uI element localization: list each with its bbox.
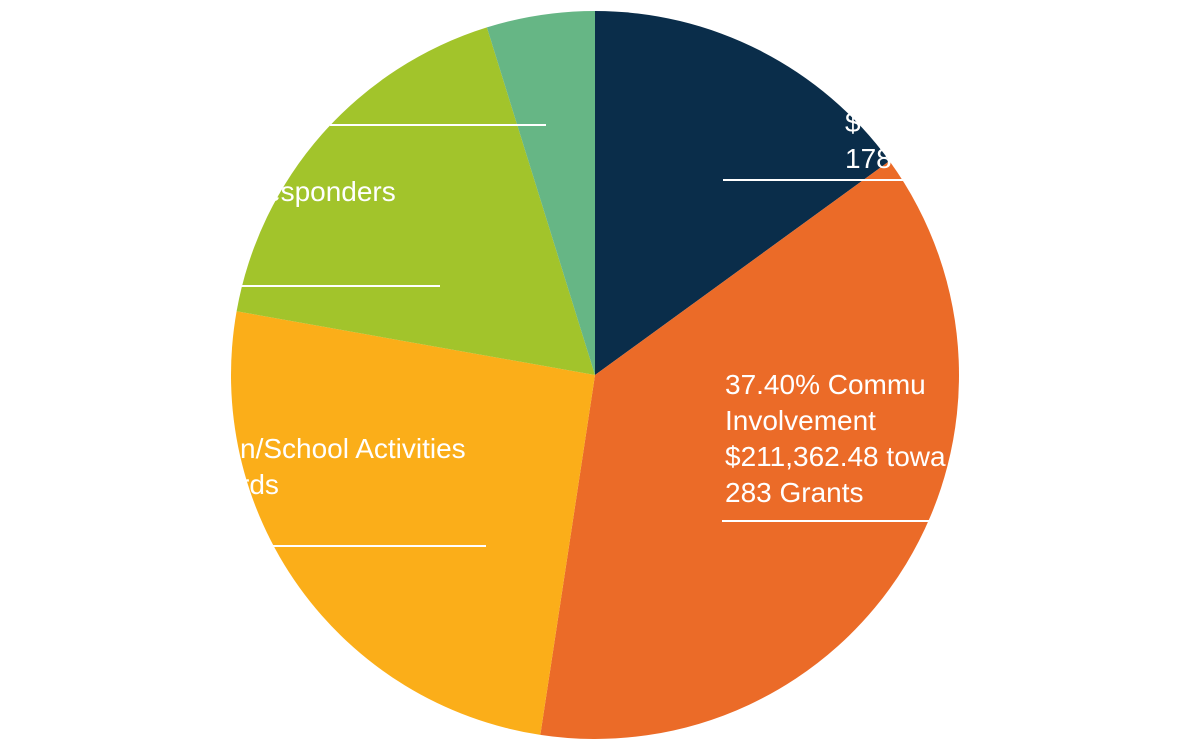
label-rules: [240, 124, 930, 547]
slice-label-1-line-2: $211,362.48 towa: [725, 441, 946, 472]
pie-slice-1: [540, 161, 959, 740]
pie-slice-0: [595, 11, 890, 375]
slice-label-0-line-1: 178: [845, 143, 892, 174]
slice-label-1-line-0: 37.40% Commu: [725, 369, 926, 400]
pie-slice-4: [486, 11, 595, 375]
slice-label-1-line-3: 283 Grants: [725, 477, 864, 508]
slice-label-2-line-1: rds: [240, 469, 279, 500]
slice-label-2-line-0: n/School Activities: [240, 433, 466, 464]
slice-labels: $178 37.40% Commu Involvement $211,362.48 t…: [240, 107, 946, 508]
slice-label-1-line-1: Involvement: [725, 405, 876, 436]
pie-slice-2: [230, 311, 596, 735]
pie-slice-3: [236, 27, 595, 375]
slice-label-3-line-0: esponders: [265, 176, 396, 207]
pie-slices: [230, 11, 959, 740]
slice-label-0-line-0: $: [845, 107, 861, 138]
